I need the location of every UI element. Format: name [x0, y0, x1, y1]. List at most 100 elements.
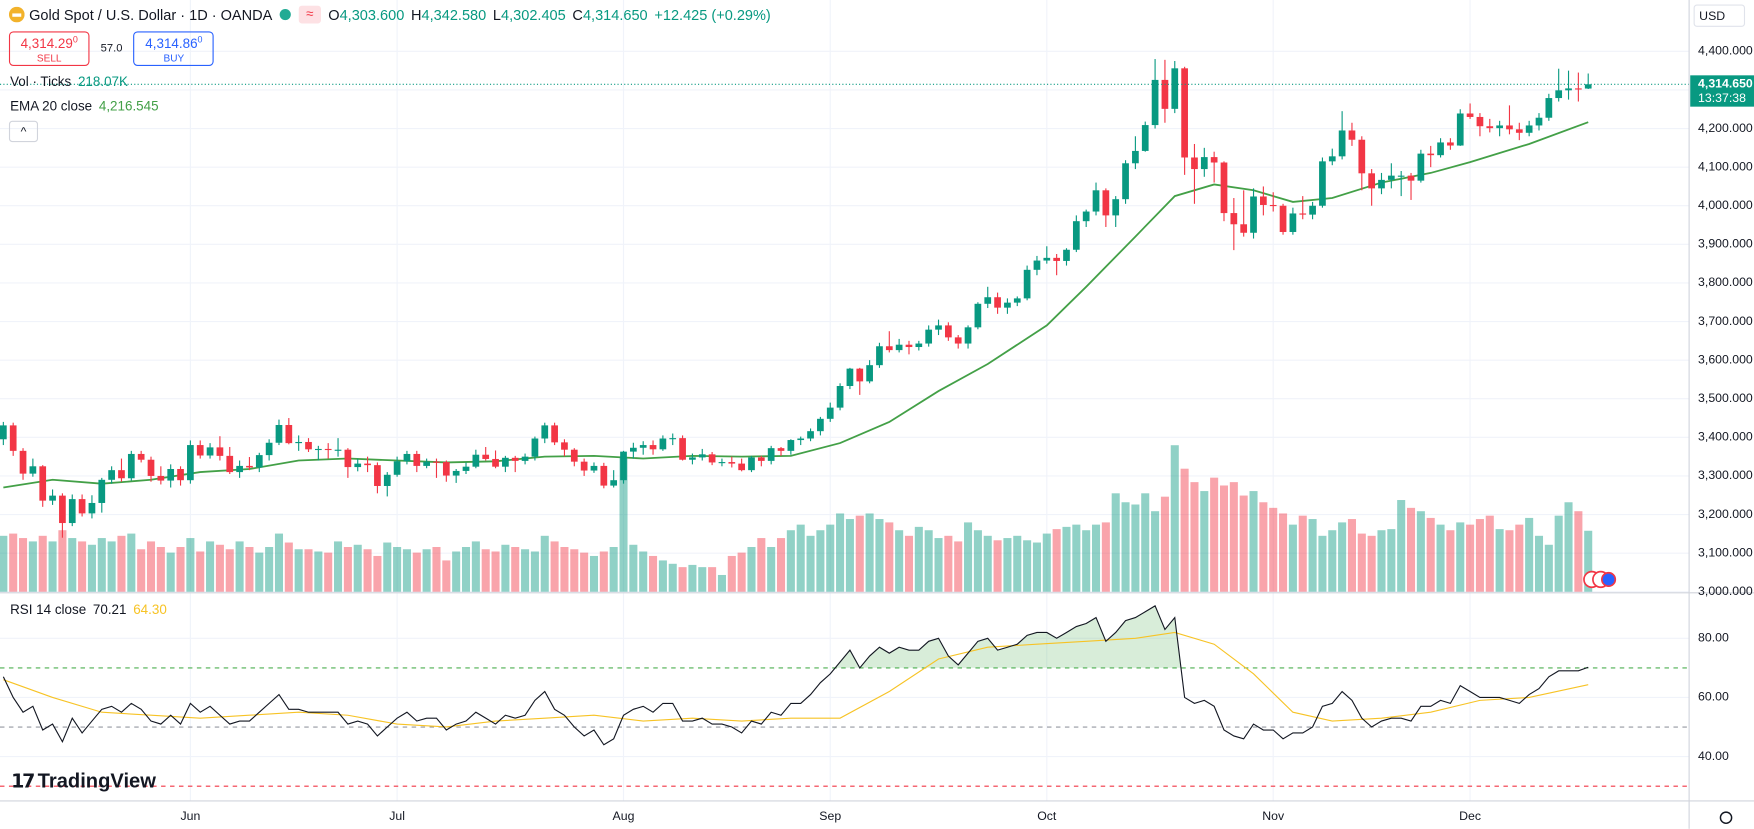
- buy-price-sup: 0: [197, 34, 203, 45]
- candle-body: [1043, 257, 1051, 261]
- ema-legend-name[interactable]: EMA 20 close: [10, 98, 93, 115]
- volume-legend: Vol · Ticks 218.07K: [10, 74, 128, 90]
- price-change: +12.425 (+0.29%): [654, 6, 771, 23]
- candle-body: [442, 462, 450, 476]
- candle-body: [580, 461, 588, 471]
- volume-bar: [1446, 530, 1455, 592]
- volume-legend-name[interactable]: Vol · Ticks: [10, 73, 72, 90]
- candle-body: [1319, 161, 1326, 206]
- buy-button[interactable]: 4,314.860 BUY: [133, 31, 215, 66]
- volume-bar: [629, 544, 638, 592]
- volume-bar: [511, 547, 520, 592]
- candle-body: [374, 465, 381, 486]
- volume-bar: [1416, 511, 1425, 592]
- volume-bar: [343, 547, 352, 592]
- candle-body: [856, 368, 864, 382]
- volume-bar: [186, 538, 195, 592]
- candle-body: [462, 466, 470, 471]
- candle-body: [748, 457, 755, 471]
- volume-bar: [324, 552, 333, 592]
- volume-bar: [1091, 524, 1101, 592]
- volume-bar: [1475, 519, 1484, 592]
- candle-body: [1210, 157, 1218, 163]
- candle-body: [1407, 175, 1415, 181]
- volume-bar: [1574, 511, 1583, 592]
- volume-bar: [1357, 533, 1366, 592]
- volume-bar: [1397, 500, 1406, 592]
- ema-legend: EMA 20 close 4,216.545: [10, 98, 159, 114]
- candle-body: [1466, 113, 1474, 117]
- candle-body: [1328, 156, 1336, 162]
- candle-body: [1072, 221, 1080, 250]
- volume-bar: [1436, 524, 1445, 592]
- candle-body: [39, 466, 47, 501]
- sell-button[interactable]: 4,314.290 SELL: [8, 31, 90, 66]
- candle-body: [1102, 190, 1110, 216]
- candle-body: [1269, 204, 1277, 207]
- candle-body: [708, 454, 716, 463]
- ohlc-item: O4,303.600: [328, 6, 404, 23]
- candle-body: [1122, 163, 1129, 200]
- candle-body: [689, 457, 696, 460]
- currency-selector[interactable]: USD: [1693, 4, 1746, 27]
- candle-body: [108, 470, 115, 480]
- candle-body: [383, 474, 391, 486]
- volume-bar: [255, 552, 264, 592]
- candle-body: [541, 425, 549, 439]
- watermark-logo: 𝟭𝟳: [11, 770, 35, 792]
- volume-bar: [973, 530, 982, 592]
- volume-bar: [1042, 533, 1051, 592]
- volume-bar: [1318, 535, 1327, 592]
- symbol-icon: [8, 6, 25, 23]
- candle-body: [334, 449, 342, 451]
- volume-bar: [117, 535, 126, 592]
- candle-body: [698, 454, 706, 458]
- volume-bar: [993, 540, 1002, 592]
- volume-bar: [1249, 491, 1258, 592]
- volume-bar: [1308, 519, 1317, 592]
- candle-body: [1565, 88, 1572, 91]
- candle-body: [1525, 125, 1533, 133]
- candle-body: [1092, 190, 1100, 212]
- volume-bar: [934, 538, 943, 592]
- x-tick-label: Nov: [1262, 809, 1285, 823]
- volume-bar: [914, 526, 923, 592]
- volume-bar: [19, 538, 28, 592]
- volume-bar: [550, 541, 559, 592]
- volume-bar: [265, 547, 274, 592]
- y-tick-label: 4,100.000: [1698, 159, 1753, 173]
- volume-bar: [658, 560, 667, 592]
- candle-body: [492, 458, 499, 467]
- candle-body: [600, 465, 608, 486]
- candle-body: [423, 461, 430, 466]
- ohlc-label: L: [492, 6, 502, 23]
- volume-bar: [776, 538, 786, 592]
- rsi-tick-label: 80.00: [1698, 631, 1729, 645]
- volume-bar: [422, 549, 431, 592]
- candle-body: [502, 457, 509, 467]
- candle-body: [1358, 139, 1366, 174]
- x-tick-label: Oct: [1037, 809, 1057, 823]
- status-badge[interactable]: ≈: [299, 5, 322, 24]
- candle-body: [472, 454, 480, 467]
- sell-label: SELL: [36, 52, 62, 64]
- collapse-button[interactable]: ^: [8, 120, 39, 143]
- volume-bar: [609, 547, 618, 592]
- candle-body: [984, 297, 992, 304]
- candle-body: [206, 447, 214, 456]
- volume-bar: [402, 549, 411, 592]
- volume-bar: [1298, 515, 1307, 592]
- candle-body: [403, 453, 411, 462]
- symbol-title[interactable]: Gold Spot / U.S. Dollar · 1D · OANDA: [29, 6, 273, 23]
- y-tick-label: 3,400.000: [1698, 430, 1753, 444]
- price-axis-background: [1689, 0, 1754, 829]
- rsi-legend-name[interactable]: RSI 14 close: [10, 601, 87, 618]
- candle-body: [797, 438, 805, 441]
- volume-bar: [1485, 515, 1494, 592]
- volume-bar: [274, 533, 284, 592]
- y-tick-label: 3,000.000: [1698, 584, 1753, 598]
- candle-body: [807, 431, 814, 439]
- volume-bar: [1229, 482, 1238, 592]
